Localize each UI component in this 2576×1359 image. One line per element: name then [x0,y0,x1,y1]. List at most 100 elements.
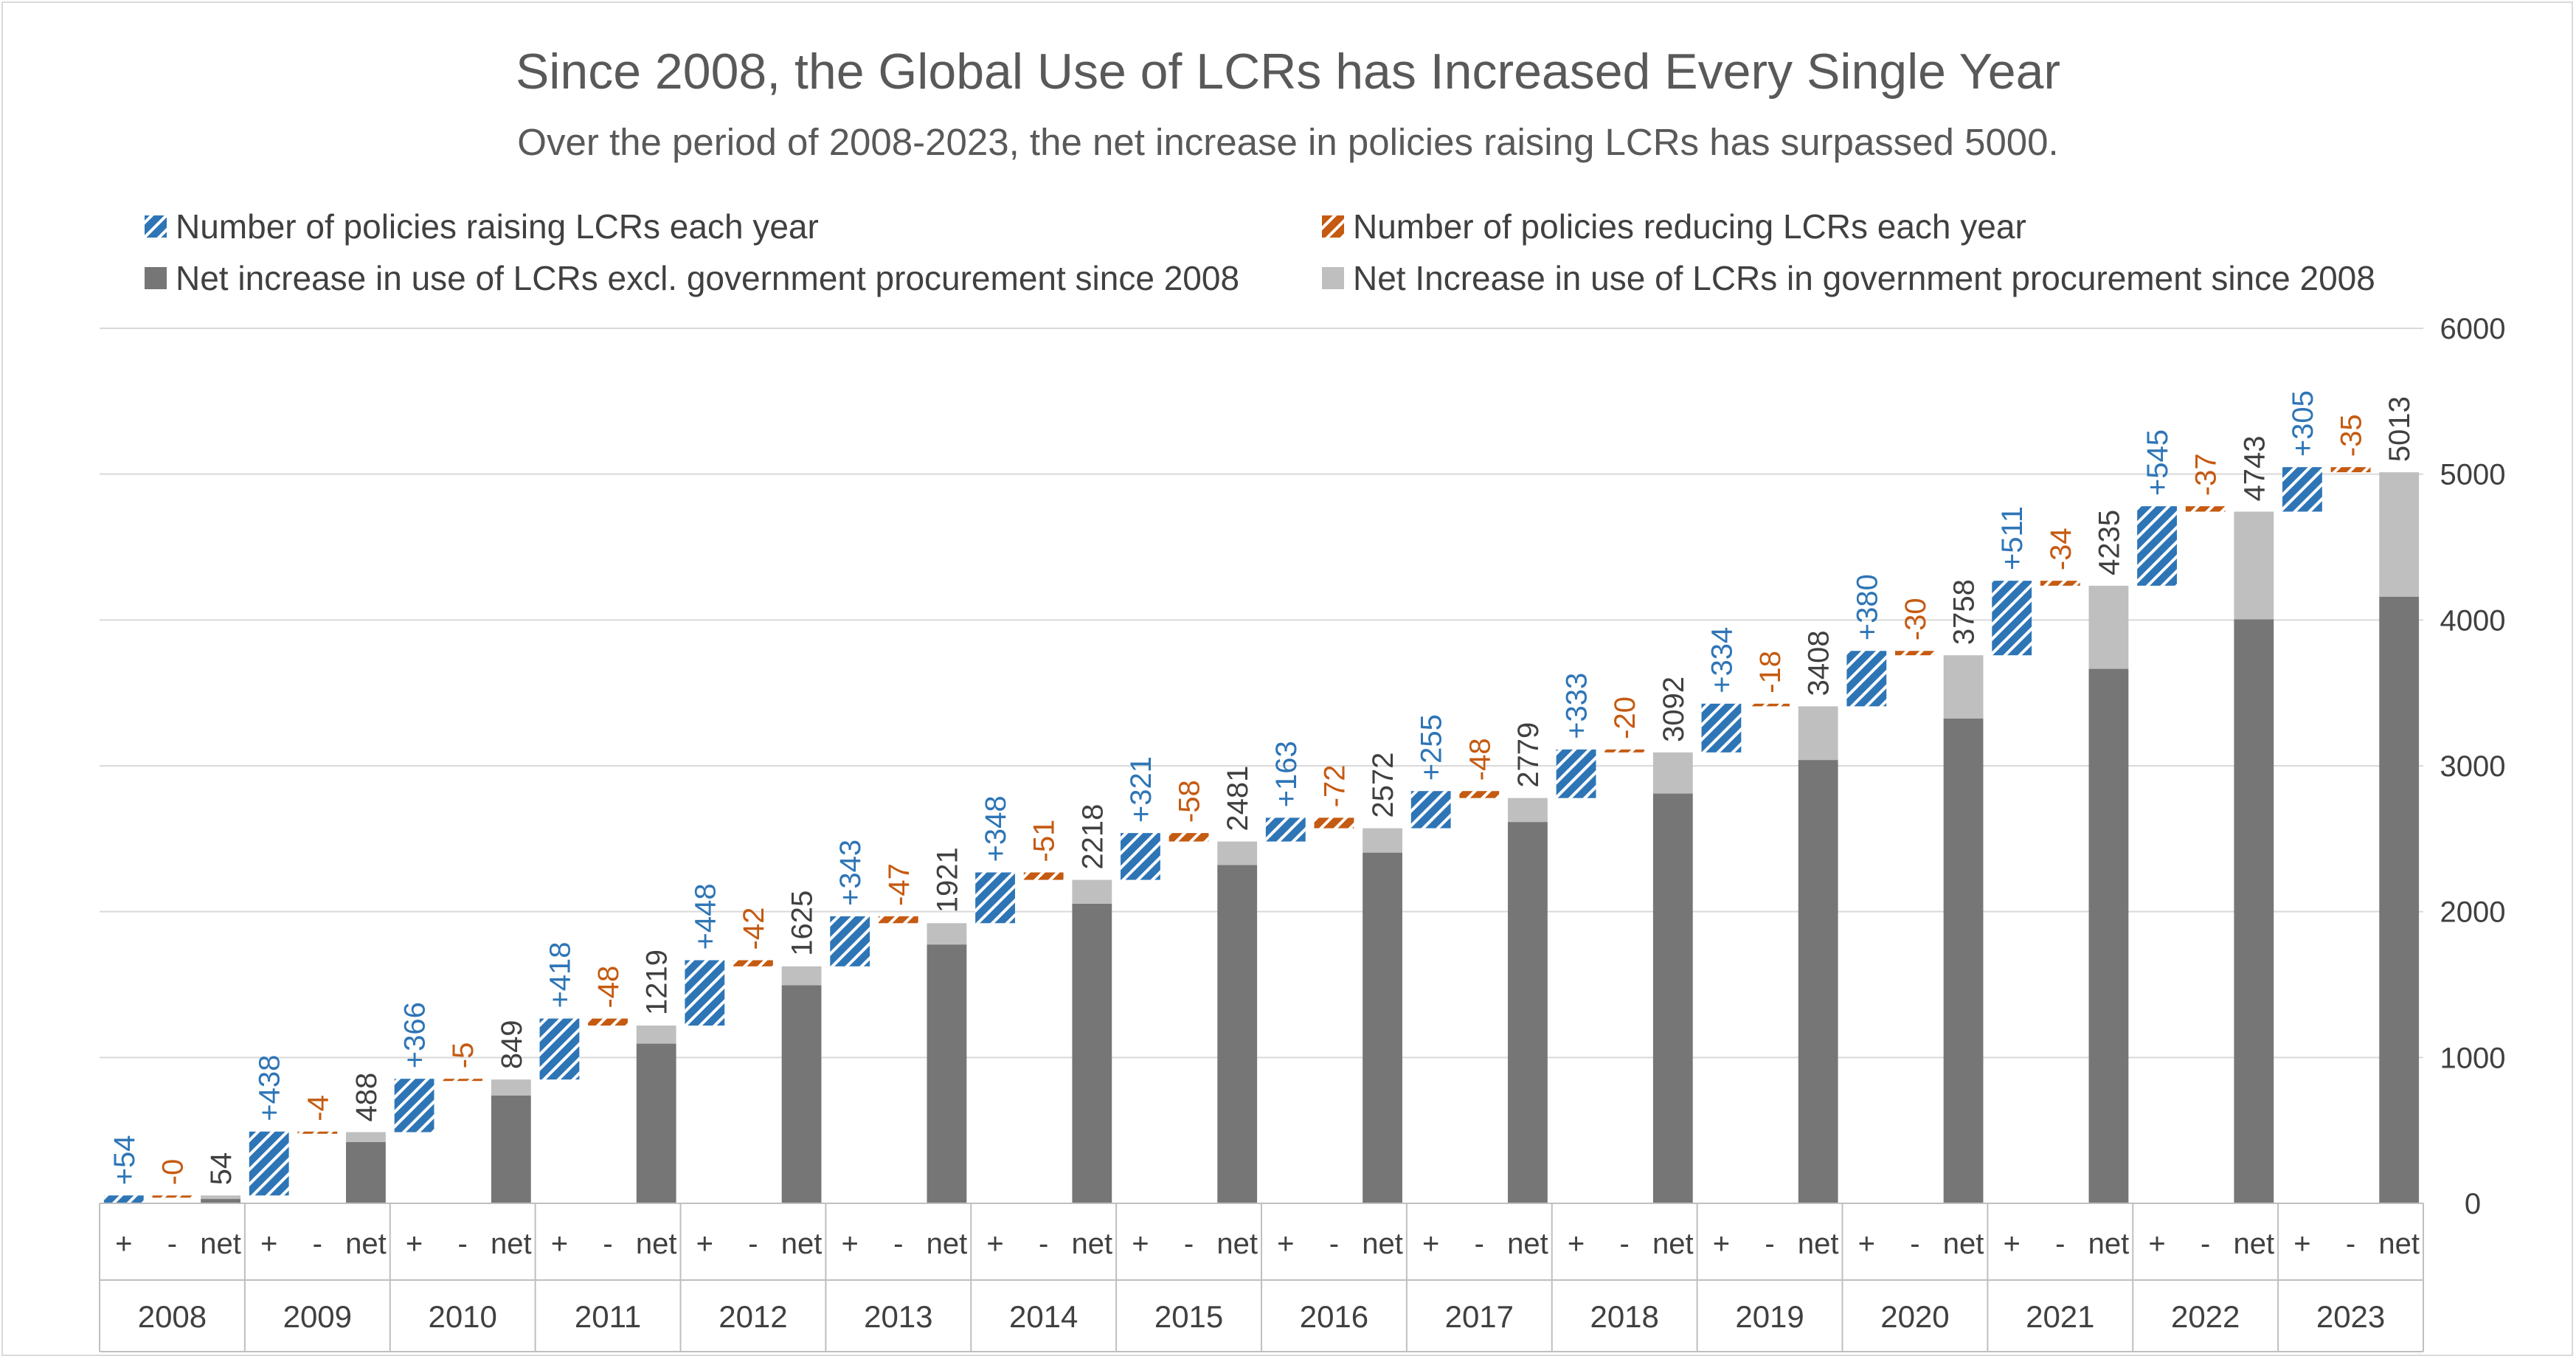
label-reduce: -5 [447,1042,479,1069]
label-reduce: -18 [1754,651,1787,694]
y-tick-label: 1000 [2440,1042,2506,1074]
bar-raise [2282,467,2322,512]
bar-net-excl [1217,865,1258,1203]
x-year-label: 2012 [719,1299,787,1334]
legend: Number of policies raising LCRs each yea… [145,207,2375,297]
label-raise: +54 [108,1135,141,1185]
x-year-label: 2020 [1880,1299,1949,1334]
x-year-label: 2013 [864,1299,932,1334]
label-raise: +380 [1851,574,1883,640]
legend-item-net-excl: Net increase in use of LCRs excl. govern… [145,259,1239,297]
x-subcategory-label: net [2234,1228,2275,1260]
bar-reduce [1023,872,1064,880]
bar-reduce [2330,467,2371,473]
label-raise: +321 [1125,756,1157,823]
x-subcategory-label: net [1652,1228,1694,1260]
legend-item-raise: Number of policies raising LCRs each yea… [145,207,819,246]
bar-net-gp [1072,879,1112,904]
label-raise: +334 [1706,627,1738,694]
bar-raise [1992,581,2032,656]
x-subcategory-label: + [986,1228,1003,1260]
bar-raise [539,1018,580,1080]
bar-net-gp [927,923,967,945]
x-subcategory-label: - [1329,1228,1339,1260]
legend-label-net-excl: Net increase in use of LCRs excl. govern… [176,259,1239,297]
label-net: 1625 [786,891,819,956]
x-subcategory-label: - [603,1228,612,1260]
x-subcategory-label: net [1362,1228,1403,1260]
x-year-label: 2010 [428,1299,496,1334]
chart-title: Since 2008, the Global Use of LCRs has I… [516,44,2060,100]
y-tick-label: 5000 [2440,459,2506,491]
x-subcategory-label: + [260,1228,277,1260]
x-subcategory-label: net [1798,1228,1839,1260]
x-year-label: 2019 [1735,1299,1804,1334]
bar-net-gp [2088,585,2129,669]
x-subcategory-label: - [1184,1228,1194,1260]
x-year-label: 2023 [2316,1299,2385,1334]
x-year-label: 2015 [1154,1299,1223,1334]
bar-raise [1556,749,1596,798]
bar-net-excl [1363,852,1402,1203]
x-year-label: 2011 [575,1299,641,1334]
label-raise: +305 [2287,390,2319,457]
label-raise: +511 [1996,506,2029,570]
label-raise: +163 [1270,741,1303,807]
x-subcategory-label: - [893,1228,903,1260]
x-subcategory-label: - [2055,1228,2065,1260]
label-reduce: -58 [1174,780,1206,823]
bar-net-gp [1943,655,1984,719]
bar-reduce [733,960,773,966]
bar-net-excl [201,1199,240,1203]
x-subcategory-label: net [491,1228,532,1260]
label-reduce: -51 [1028,820,1061,862]
bar-net-gp [346,1132,386,1142]
bar-raise [685,960,725,1026]
label-raise: +545 [2142,429,2174,496]
x-year-label: 2008 [138,1299,207,1334]
x-year-label: 2016 [1300,1299,1368,1334]
bar-net-excl [2088,668,2129,1203]
label-reduce: -20 [1609,696,1641,739]
legend-item-net-gp: Net Increase in use of LCRs in governmen… [1322,259,2375,297]
y-tick-label: 4000 [2440,604,2506,637]
label-net: 488 [350,1073,383,1122]
x-subcategory-label: - [1765,1228,1774,1260]
bar-net-gp [491,1079,531,1096]
label-net: 2218 [1076,804,1109,870]
x-subcategory-label: net [1216,1228,1258,1260]
x-subcategory-label: - [1620,1228,1630,1260]
bar-raise [1410,791,1451,829]
label-net: 3092 [1658,677,1690,742]
bar-net-gp [781,966,822,986]
bar-reduce [1895,651,1935,656]
x-subcategory-label: + [2004,1228,2021,1260]
bar-reduce [588,1018,628,1026]
bar-net-gp [1363,828,1402,853]
label-net: 2572 [1367,753,1399,818]
x-subcategory-label: - [313,1228,322,1260]
bar-reduce [1168,833,1209,842]
x-year-label: 2022 [2171,1299,2240,1334]
label-reduce: -0 [156,1159,189,1186]
bar-net-excl [2234,619,2274,1203]
bar-reduce [2040,581,2080,586]
x-subcategory-label: + [1277,1228,1294,1260]
bar-reduce [443,1079,483,1082]
bar-net-gp [2234,511,2274,620]
x-year-label: 2018 [1590,1299,1658,1334]
bar-net-gp [1217,841,1258,865]
label-net: 3758 [1948,579,1981,645]
bar-raise [1265,817,1306,842]
bar-net-excl [346,1141,386,1203]
x-year-label: 2021 [2026,1299,2094,1334]
x-subcategory-label: - [167,1228,177,1260]
label-net: 2481 [1222,766,1254,831]
x-subcategory-label: + [2293,1228,2310,1260]
bar-reduce [1750,703,1790,707]
x-subcategory-label: + [1132,1228,1149,1260]
bar-reduce [297,1131,338,1134]
label-reduce: -4 [302,1095,334,1121]
